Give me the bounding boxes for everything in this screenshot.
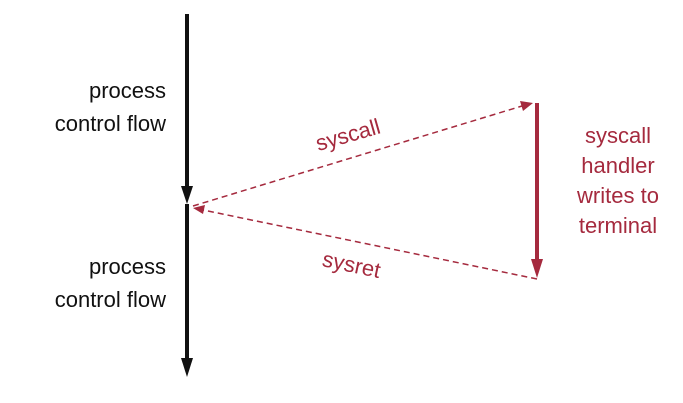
process-flow-arrowhead-upper	[181, 186, 193, 204]
handler-label-line1: syscall	[585, 123, 651, 148]
process-label-bottom-line1: process	[89, 254, 166, 279]
sysret-arrow-line	[202, 209, 538, 280]
process-flow-arrowhead-lower	[181, 358, 193, 377]
syscall-arrow-line	[192, 105, 523, 207]
handler-label-line2: handler	[581, 153, 654, 178]
process-label-top-line1: process	[89, 78, 166, 103]
process-label-top-line2: control flow	[55, 111, 166, 136]
sysret-arrowhead	[193, 205, 205, 214]
syscall-label: syscall	[313, 114, 383, 156]
handler-label-line3: writes to	[576, 183, 659, 208]
sysret-label: sysret	[320, 246, 383, 283]
handler-label-line4: terminal	[579, 213, 657, 238]
handler-flow-arrowhead	[531, 259, 543, 278]
syscall-arrowhead	[520, 101, 533, 111]
process-label-bottom-line2: control flow	[55, 287, 166, 312]
